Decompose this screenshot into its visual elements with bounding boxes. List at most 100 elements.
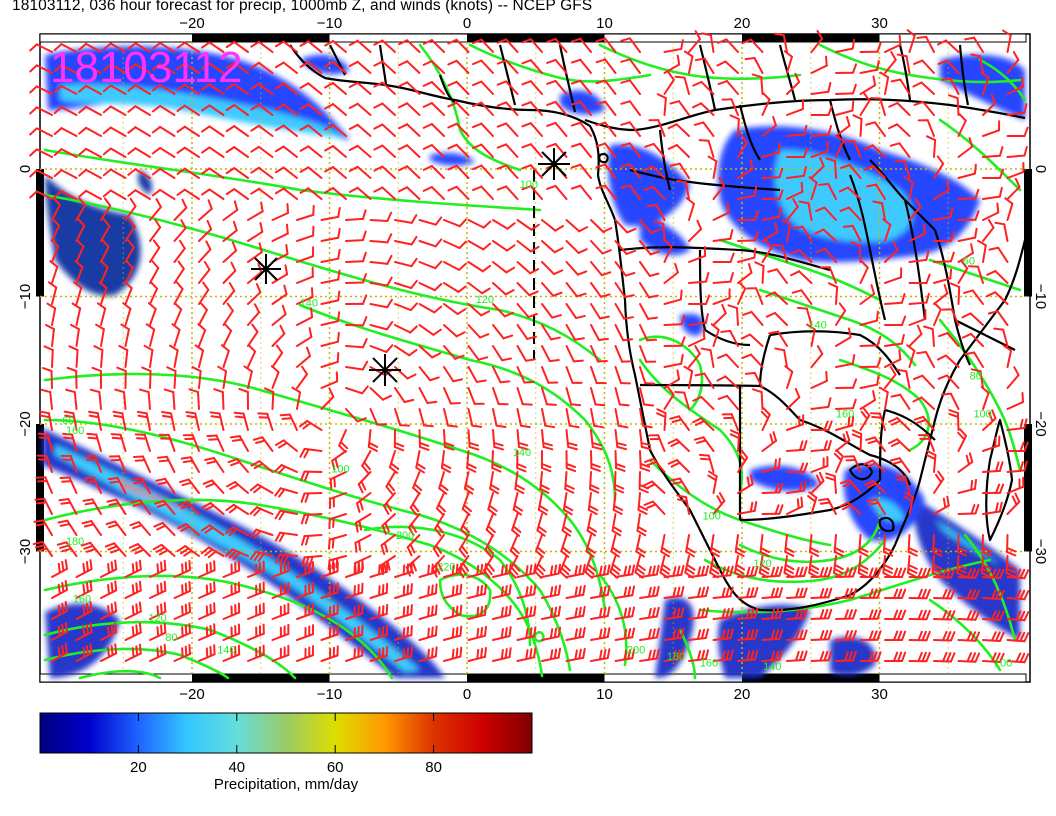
wind-barb: [957, 610, 981, 621]
wind-barb: [443, 303, 467, 316]
wind-barb: [56, 541, 78, 557]
wind-barb: [176, 125, 200, 137]
wind-barb: [727, 304, 739, 326]
wind-barb: [786, 124, 808, 137]
wind-barb: [810, 608, 833, 620]
wind-barb: [535, 534, 546, 558]
wind-barb: [345, 338, 368, 349]
wind-barb: [355, 492, 372, 513]
wind-barb: [301, 555, 323, 568]
wind-barb: [492, 282, 515, 296]
wind-barb: [296, 225, 315, 242]
wind-barb: [982, 610, 1005, 622]
wind-barb: [643, 185, 666, 200]
wind-barb: [100, 197, 112, 221]
wind-barb: [683, 365, 694, 389]
wind-barb: [741, 353, 764, 368]
wind-barb: [541, 387, 557, 406]
wind-barb: [904, 176, 914, 200]
wind-barb: [369, 344, 394, 353]
wind-barb: [712, 228, 734, 242]
wind-barb: [51, 579, 68, 599]
wind-barb: [808, 534, 820, 557]
wind-barb: [222, 560, 241, 578]
wind-barb: [884, 588, 907, 600]
wind-barb: [173, 644, 191, 662]
wind-barb: [369, 603, 389, 620]
wind-barb: [53, 106, 78, 116]
wind-barb: [798, 200, 813, 221]
wind-barb: [751, 73, 764, 95]
wind-barb: [565, 261, 588, 276]
wind-barb: [663, 239, 673, 263]
wind-barb: [467, 303, 491, 317]
wind-barb: [394, 214, 418, 224]
wind-barb: [348, 144, 372, 158]
wind-barb: [825, 472, 837, 494]
wind-barb: [338, 429, 349, 453]
lon-tick-label-top: 20: [734, 15, 751, 32]
wind-barb: [191, 366, 202, 389]
wind-barb: [639, 387, 655, 407]
wind-barb: [590, 564, 611, 578]
wind-barb: [986, 291, 1009, 305]
contour-label: 120: [148, 613, 166, 625]
colorbar-tick-label: 20: [130, 759, 147, 776]
wind-barb: [185, 411, 200, 431]
wind-barb: [485, 513, 496, 537]
contour-label: 100: [994, 657, 1012, 669]
wind-barb: [100, 559, 118, 578]
wind-barb: [790, 270, 813, 284]
wind-barb: [546, 58, 568, 74]
wind-barb: [296, 204, 315, 221]
wind-barb: [296, 582, 315, 599]
wind-barb: [570, 58, 592, 74]
wind-barb: [438, 471, 449, 495]
wind-barb: [173, 260, 185, 284]
wind-barb: [348, 60, 372, 74]
wind-barb: [50, 239, 60, 263]
wind-barb: [328, 513, 347, 530]
wind-barb: [754, 261, 765, 284]
wind-barb: [59, 476, 78, 494]
wind-barb: [467, 646, 487, 662]
wind-barb: [957, 113, 967, 137]
wind-barb: [948, 94, 960, 116]
wind-barb: [884, 267, 903, 284]
wind-barb: [940, 77, 960, 95]
wind-barb: [274, 103, 298, 116]
wind-barb: [83, 476, 102, 494]
wind-barb: [271, 344, 284, 368]
lat-tick-label-left: −30: [17, 539, 34, 564]
wind-barb: [587, 492, 599, 516]
wind-barb: [198, 199, 213, 221]
wind-barb: [1006, 492, 1021, 515]
wind-barb: [422, 81, 445, 95]
wind-barb: [786, 181, 804, 200]
wind-barb: [810, 125, 832, 137]
wind-barb: [271, 203, 290, 221]
wind-barb: [590, 627, 611, 641]
contour-label: 100: [973, 409, 991, 421]
wind-barb: [982, 202, 1000, 221]
wind-barb: [291, 386, 302, 410]
wind-barb: [47, 281, 58, 305]
wind-barb: [639, 366, 656, 385]
wind-barb: [250, 40, 274, 53]
wind-barb: [467, 219, 492, 229]
wind-barb: [198, 560, 216, 578]
wind-barb: [595, 121, 617, 137]
wind-barb: [933, 206, 954, 221]
wind-barb: [279, 413, 298, 431]
wind-barb: [541, 408, 556, 429]
wind-barb: [663, 607, 685, 620]
wind-barb: [296, 624, 315, 641]
wind-barb: [75, 601, 93, 620]
wind-barb: [180, 456, 200, 473]
wind-barb: [746, 287, 764, 305]
contour-label: 140: [763, 661, 781, 673]
wind-barb: [204, 456, 225, 473]
wind-barb: [78, 147, 102, 158]
wind-barb: [565, 450, 577, 473]
wind-barb: [124, 643, 142, 662]
